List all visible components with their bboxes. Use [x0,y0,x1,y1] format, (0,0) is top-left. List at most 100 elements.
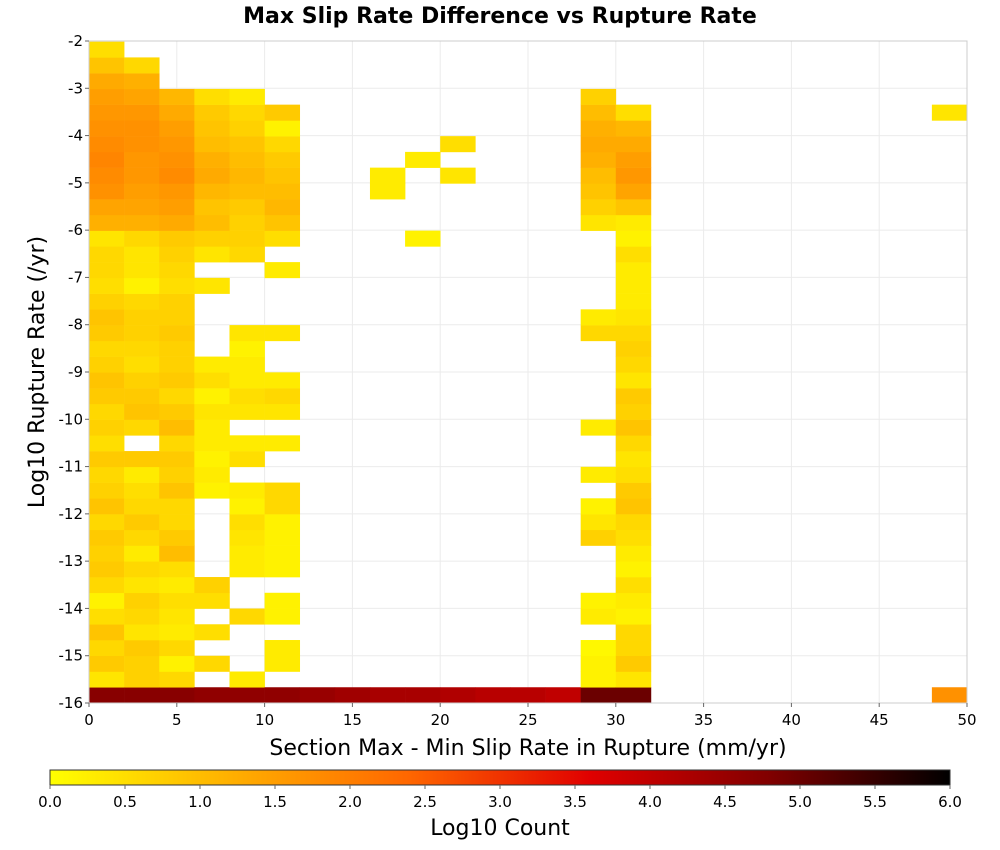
heatmap-cell [194,482,230,499]
heatmap-cell [194,167,230,184]
heatmap-cell [194,655,230,672]
y-tick-label: -6 [68,221,83,239]
heatmap-cell [229,136,265,153]
heatmap-cell [264,120,301,137]
heatmap-cell [159,293,195,310]
heatmap-cell [580,655,617,672]
heatmap-cell [369,183,406,200]
heatmap-cell [229,340,265,357]
x-tick-label: 35 [694,711,713,729]
heatmap-cell [229,325,265,342]
heatmap-cell [229,151,265,168]
heatmap-cell [264,545,301,562]
heatmap-cell [440,167,476,184]
heatmap-cell [89,183,125,200]
heatmap-cell [615,167,652,184]
heatmap-cell [615,529,652,546]
heatmap-cell [194,136,230,153]
heatmap-cell [89,529,125,546]
heatmap-cell [615,545,652,562]
heatmap-cell [124,624,160,641]
heatmap-cell [124,340,160,357]
heatmap-cell [580,640,617,657]
heatmap-cell [159,466,195,483]
heatmap-cell [89,277,125,294]
heatmap-cell [264,214,301,231]
heatmap-cell [615,183,652,200]
heatmap-cell [89,655,125,672]
heatmap-cell [334,687,371,704]
heatmap-cell [194,120,230,137]
heatmap-cell [580,466,617,483]
y-tick-label: -15 [59,647,84,665]
heatmap-cell [89,230,125,247]
heatmap-cell [264,199,301,216]
x-tick-label: 5 [172,711,182,729]
heatmap-cell [124,388,160,405]
heatmap-cell [89,640,125,657]
heatmap-cell [124,482,160,499]
heatmap-cell [159,655,195,672]
heatmap-cell [124,73,160,90]
heatmap-cell [124,309,160,326]
heatmap-cell [264,136,301,153]
heatmap-cell [264,403,301,420]
heatmap-cell [89,687,125,704]
heatmap-cell [194,419,230,436]
heatmap-cell [615,671,652,688]
heatmap-cell [264,561,301,578]
heatmap-cell [229,671,265,688]
heatmap-cell [124,120,160,137]
heatmap-cell [580,419,617,436]
x-tick-label: 10 [255,711,274,729]
heatmap-cell [580,687,617,704]
heatmap-cell [229,388,265,405]
heatmap-cell [159,545,195,562]
y-tick-label: -4 [68,127,83,145]
heatmap-cell [615,120,652,137]
heatmap-cell [194,214,230,231]
heatmap-cell [159,624,195,641]
heatmap-cell [264,482,301,499]
heatmap-cell [229,482,265,499]
heatmap-cell [264,640,301,657]
heatmap-cell [615,199,652,216]
heatmap-cell [159,199,195,216]
y-tick-label: -12 [59,505,84,523]
heatmap-cell [159,451,195,468]
colorbar-tick-label: 1.0 [188,793,212,811]
heatmap-cell [89,592,125,609]
heatmap-cell [89,136,125,153]
colorbar [49,769,951,786]
heatmap-cell [194,183,230,200]
heatmap-cell [159,577,195,594]
heatmap-cell [931,687,968,704]
heatmap-cell [159,592,195,609]
heatmap-cell [124,498,160,515]
heatmap-cell [159,230,195,247]
heatmap-cell [124,608,160,625]
y-tick-label: -2 [68,32,83,50]
heatmap-cell [615,451,652,468]
heatmap-cell [615,435,652,452]
heatmap-cell [124,230,160,247]
heatmap-cell [580,529,617,546]
colorbar-tick-label: 2.0 [338,793,362,811]
heatmap-cell [89,246,125,263]
heatmap-cell [124,372,160,389]
heatmap-cell [159,498,195,515]
heatmap-cell [264,167,301,184]
heatmap-cell [615,482,652,499]
heatmap-cell [545,687,581,704]
heatmap-cell [194,624,230,641]
heatmap-cell [194,403,230,420]
heatmap-cell [615,388,652,405]
heatmap-cell [159,262,195,279]
heatmap-cell [615,640,652,657]
heatmap-cell [229,167,265,184]
heatmap-cell [89,514,125,531]
heatmap-cell [615,577,652,594]
heatmap-cell [615,262,652,279]
heatmap-cell [194,388,230,405]
heatmap-cell [89,104,125,121]
